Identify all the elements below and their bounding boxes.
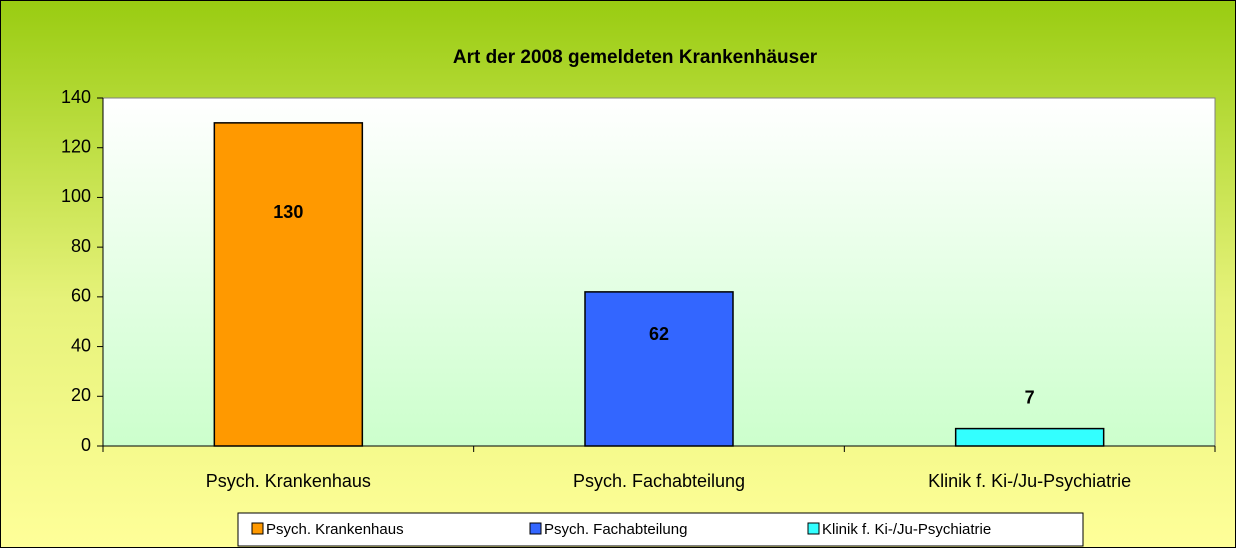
chart-title: Art der 2008 gemeldeten Krankenhäuser <box>453 47 818 68</box>
y-tick-label: 140 <box>61 87 91 107</box>
y-tick-label: 60 <box>71 286 91 306</box>
x-tick-label: Klinik f. Ki-/Ju-Psychiatrie <box>928 471 1131 491</box>
y-tick-label: 0 <box>81 435 91 455</box>
bar <box>213 122 364 447</box>
y-tick-label: 100 <box>61 186 91 206</box>
y-tick-label: 40 <box>71 335 91 355</box>
legend <box>237 512 1084 547</box>
legend-swatch <box>529 522 542 535</box>
value-label: 7 <box>1025 387 1035 407</box>
y-tick-label: 20 <box>71 385 91 405</box>
value-label: 130 <box>273 202 303 222</box>
value-label: 62 <box>649 324 669 344</box>
legend-label: Psych. Fachabteilung <box>544 521 687 538</box>
legend-label: Klinik f. Ki-/Ju-Psychiatrie <box>822 521 991 538</box>
legend-label: Psych. Krankenhaus <box>266 521 404 538</box>
x-tick-label: Psych. Krankenhaus <box>206 471 371 491</box>
legend-swatch <box>807 522 820 535</box>
x-tick-label: Psych. Fachabteilung <box>573 471 745 491</box>
y-tick-label: 120 <box>61 136 91 156</box>
y-tick-label: 80 <box>71 236 91 256</box>
bar <box>584 291 734 447</box>
legend-swatch <box>251 522 264 535</box>
bar <box>954 427 1105 447</box>
